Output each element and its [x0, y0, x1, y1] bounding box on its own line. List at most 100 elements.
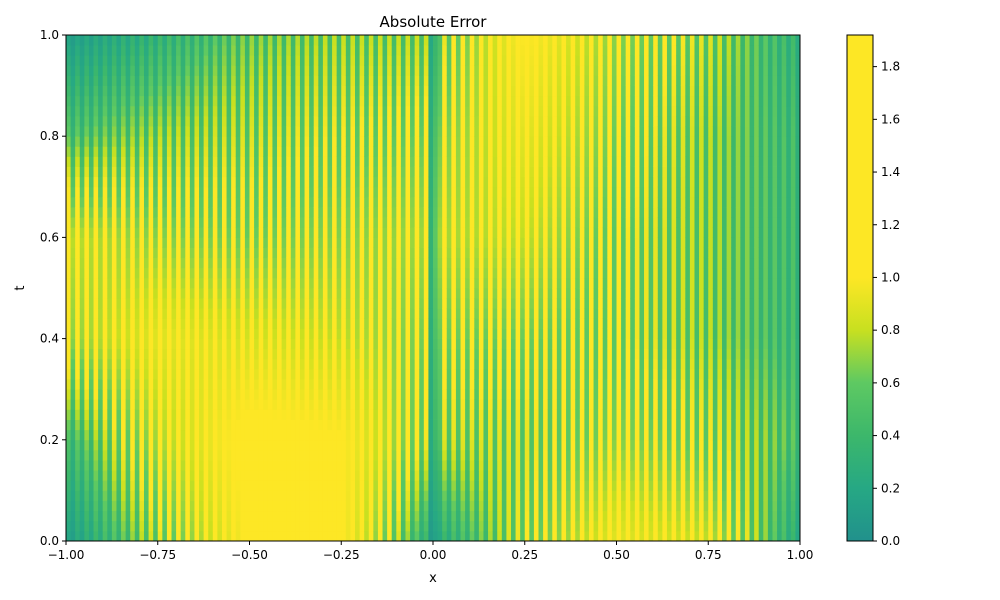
heatmap-cell	[171, 105, 177, 117]
heatmap-cell	[455, 277, 461, 289]
heatmap-cell	[391, 338, 397, 350]
heatmap-cell	[433, 429, 438, 441]
heatmap-cell	[355, 85, 360, 97]
heatmap-cell	[373, 105, 379, 117]
heatmap-cell	[419, 419, 425, 431]
heatmap-cell	[249, 409, 255, 420]
heatmap-cell	[350, 55, 356, 66]
heatmap-cell	[474, 267, 480, 279]
heatmap-cell	[433, 186, 438, 198]
heatmap-cell	[327, 368, 333, 380]
heatmap-cell	[134, 166, 140, 178]
heatmap-cell	[267, 156, 273, 167]
heatmap-cell	[396, 429, 402, 441]
heatmap-cell	[66, 530, 71, 542]
heatmap-cell	[313, 196, 319, 208]
heatmap-cell	[189, 85, 195, 97]
heatmap-cell	[428, 126, 434, 137]
heatmap-cell	[382, 227, 388, 238]
heatmap-cell	[102, 298, 108, 309]
heatmap-cell	[176, 75, 182, 86]
heatmap-cell	[442, 237, 448, 248]
heatmap-cell	[231, 520, 237, 532]
heatmap-cell	[299, 85, 305, 97]
heatmap-cell	[84, 105, 90, 117]
heatmap-cell	[286, 217, 292, 228]
heatmap-cell	[318, 449, 324, 461]
heatmap-cell	[400, 65, 406, 76]
heatmap-cell	[469, 358, 475, 370]
heatmap-cell	[281, 146, 287, 157]
heatmap-cell	[157, 186, 163, 198]
heatmap-cell	[66, 308, 71, 319]
heatmap-cell	[157, 338, 163, 350]
heatmap-cell	[414, 348, 420, 360]
heatmap-cell	[125, 379, 131, 390]
heatmap-cell	[414, 126, 420, 137]
heatmap-cell	[162, 115, 168, 127]
heatmap-cell	[93, 318, 99, 329]
heatmap-cell	[442, 115, 448, 127]
heatmap-cell	[396, 288, 402, 299]
heatmap-cell	[442, 277, 448, 289]
heatmap-cell	[231, 237, 237, 248]
heatmap-cell	[483, 409, 489, 420]
heatmap-cell	[391, 247, 397, 259]
heatmap-cell	[199, 85, 205, 97]
heatmap-cell	[66, 399, 71, 410]
heatmap-cell	[465, 257, 471, 269]
heatmap-cell	[437, 115, 443, 127]
heatmap-cell	[377, 176, 383, 188]
heatmap-cell	[125, 510, 131, 522]
heatmap-cell	[84, 328, 90, 339]
heatmap-cell	[515, 308, 521, 319]
heatmap-cell	[474, 308, 480, 319]
heatmap-cell	[84, 368, 90, 380]
heatmap-cell	[437, 338, 443, 350]
heatmap-cell	[79, 368, 85, 380]
heatmap-cell	[88, 419, 94, 431]
heatmap-cell	[345, 348, 351, 360]
heatmap-cell	[244, 176, 250, 188]
heatmap-cell	[244, 186, 250, 198]
heatmap-cell	[442, 217, 448, 228]
heatmap-cell	[212, 419, 218, 431]
heatmap-cell	[249, 460, 255, 471]
heatmap-cell	[465, 308, 471, 319]
heatmap-cell	[176, 35, 182, 46]
heatmap-cell	[520, 196, 526, 208]
heatmap-cell	[212, 267, 218, 279]
heatmap-cell	[258, 115, 264, 127]
heatmap-cell	[139, 217, 145, 228]
heatmap-cell	[382, 389, 388, 400]
heatmap-cell	[506, 308, 512, 319]
heatmap-cell	[400, 85, 406, 97]
heatmap-cell	[212, 510, 218, 522]
heatmap-cell	[423, 530, 429, 542]
heatmap-cell	[368, 500, 374, 512]
heatmap-cell	[318, 520, 324, 532]
heatmap-cell	[377, 460, 383, 471]
heatmap-cell	[88, 379, 94, 390]
heatmap-cell	[203, 500, 209, 512]
heatmap-cell	[299, 75, 305, 86]
heatmap-cell	[377, 35, 383, 46]
heatmap-cell	[460, 186, 466, 198]
heatmap-cell	[244, 126, 250, 137]
heatmap-cell	[414, 338, 420, 350]
heatmap-cell	[226, 480, 232, 491]
heatmap-cell	[428, 196, 434, 208]
heatmap-cell	[203, 105, 209, 117]
heatmap-cell	[249, 399, 255, 410]
heatmap-cell	[267, 136, 273, 147]
heatmap-cell	[327, 409, 333, 420]
heatmap-cell	[231, 75, 237, 86]
heatmap-cell	[469, 308, 475, 319]
heatmap-cell	[286, 207, 292, 218]
heatmap-cell	[446, 510, 452, 522]
heatmap-cell	[350, 338, 356, 350]
heatmap-cell	[116, 207, 122, 218]
heatmap-cell	[497, 186, 503, 198]
heatmap-cell	[102, 328, 108, 339]
heatmap-cell	[226, 277, 232, 289]
